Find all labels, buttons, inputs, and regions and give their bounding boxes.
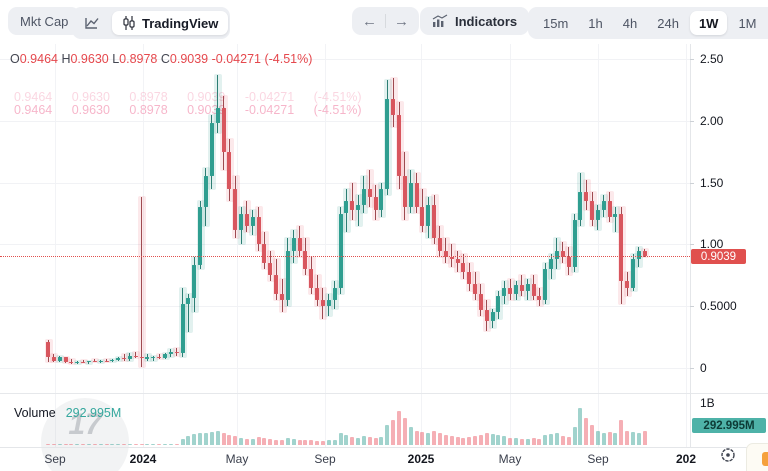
price-tick-label: 1.00 — [700, 237, 724, 252]
high-label: H — [61, 52, 71, 66]
price-tick-label: 2.50 — [700, 52, 724, 66]
volume-badge: 292.995M — [692, 418, 766, 433]
price-tickmark — [690, 244, 694, 246]
tradingview-label: TradingView — [142, 15, 219, 31]
volume-scale-label: 1B — [700, 396, 715, 410]
timeframe-buttons: 15m 1h 4h 24h 1W 1M — [534, 11, 766, 35]
horizontal-gridline — [0, 306, 690, 308]
corner-widget[interactable] — [746, 443, 768, 471]
chart-type-switcher: TradingView — [72, 7, 231, 39]
vertical-gridline — [598, 44, 599, 447]
low-value: 0.8978 — [119, 52, 158, 66]
time-tick-label: Sep — [587, 452, 609, 466]
horizontal-gridline — [0, 244, 690, 246]
price-tickmark — [690, 59, 694, 60]
vertical-gridline — [510, 44, 511, 447]
ohlc-legend: O0.9464 H0.9630 L0.8978 C0.9039 -0.04271… — [10, 52, 312, 66]
vertical-gridline — [686, 44, 687, 447]
line-chart-icon — [84, 15, 100, 31]
timeframe-1h[interactable]: 1h — [588, 15, 603, 31]
time-tick-label: 2025 — [407, 452, 435, 466]
coin-logo-watermark: 17 — [41, 398, 129, 471]
horizontal-gridline — [0, 59, 690, 60]
horizontal-gridline — [0, 368, 690, 369]
current-price-line — [0, 256, 690, 258]
close-value: 0.9039 — [169, 52, 209, 66]
time-tick-label: Sep — [44, 452, 66, 466]
tradingview-candles-button[interactable]: TradingView — [112, 11, 229, 35]
history-nav: ← → — [352, 7, 419, 35]
low-label: L — [112, 52, 120, 66]
timeframe-1m[interactable]: 1M — [738, 15, 757, 31]
indicators-icon — [432, 14, 448, 28]
ghost-ohlc-row-2: 0.9464 0.9630 0.8978 0.9039 -0.04271 (-4… — [14, 103, 362, 117]
toolbar: Mkt Cap TradingView ← → Indica — [0, 0, 768, 44]
open-label: O — [10, 52, 20, 66]
vertical-gridline — [143, 44, 144, 447]
last-price-badge: 0.9039 — [691, 249, 746, 265]
indicators-button[interactable]: Indicators — [420, 7, 530, 35]
vertical-gridline — [237, 44, 238, 447]
indicators-label: Indicators — [455, 13, 518, 29]
nav-divider — [385, 14, 386, 28]
timeframe-15m[interactable]: 15m — [543, 15, 569, 31]
high-value: 0.9630 — [70, 52, 109, 66]
mkt-cap-button[interactable]: Mkt Cap — [8, 7, 81, 35]
timeframe-24h[interactable]: 24h — [657, 15, 679, 31]
ghost-ohlc-row-1: 0.9464 0.9630 0.8978 0.9039 -0.04271 (-4… — [14, 90, 362, 104]
pane-divider[interactable] — [0, 393, 768, 394]
timeframe-4h[interactable]: 4h — [622, 15, 638, 31]
price-tick-label: 0.5000 — [700, 299, 737, 314]
volume-value: 292.995M — [65, 406, 122, 420]
timeframe-1w[interactable]: 1W — [689, 11, 728, 35]
open-value: 0.9464 — [19, 52, 58, 66]
time-axis-border — [0, 447, 768, 448]
price-tickmark — [690, 368, 694, 369]
time-tick-label: 2024 — [129, 452, 157, 466]
volume-label: Volume — [14, 406, 56, 420]
candlestick-icon — [122, 15, 136, 31]
axis-settings-icon[interactable] — [719, 446, 737, 464]
volume-legend: Volume 292.995M — [14, 406, 121, 420]
price-tick-label: 1.50 — [700, 175, 724, 190]
time-tick-label: Sep — [314, 452, 336, 466]
price-axis-border — [690, 44, 691, 447]
price-tickmark — [690, 306, 694, 308]
price-tickmark — [690, 182, 694, 184]
vertical-gridline — [325, 44, 326, 447]
change-value: -0.04271 (-4.51%) — [211, 52, 313, 66]
corner-widget-logo — [762, 452, 768, 466]
time-tick-label: May — [498, 452, 522, 466]
price-tickmark — [690, 120, 694, 122]
time-tick-label: 202 — [675, 452, 697, 466]
back-arrow-button[interactable]: ← — [362, 12, 377, 30]
timeframe-group: 15m 1h 4h 24h 1W 1M — [528, 7, 768, 39]
time-tick-label: May — [225, 452, 249, 466]
chart-area[interactable]: 0.9464 0.9630 0.8978 0.9039 -0.04271 (-4… — [0, 44, 768, 471]
vertical-gridline — [421, 44, 422, 447]
horizontal-gridline — [0, 182, 690, 184]
vertical-gridline — [55, 44, 56, 447]
close-label: C — [160, 52, 170, 66]
price-tick-label: 0 — [700, 361, 707, 375]
horizontal-gridline — [0, 120, 690, 122]
forward-arrow-button[interactable]: → — [394, 12, 409, 30]
line-chart-button[interactable] — [74, 11, 110, 35]
price-tick-label: 2.00 — [700, 113, 724, 128]
